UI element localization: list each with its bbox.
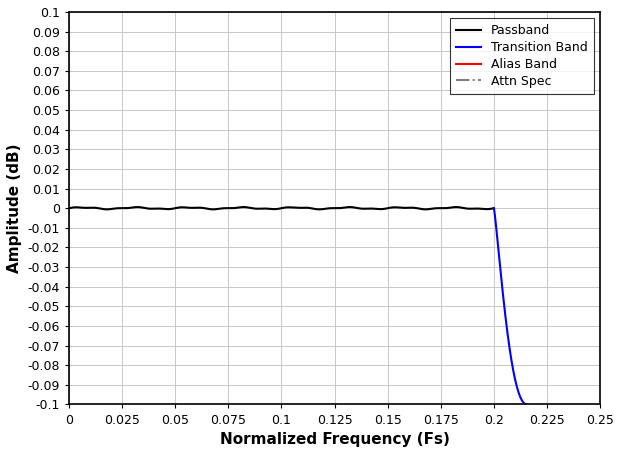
Y-axis label: Amplitude (dB): Amplitude (dB)	[7, 143, 22, 273]
X-axis label: Normalized Frequency (Fs): Normalized Frequency (Fs)	[220, 432, 450, 447]
Legend: Passband, Transition Band, Alias Band, Attn Spec: Passband, Transition Band, Alias Band, A…	[450, 18, 594, 94]
